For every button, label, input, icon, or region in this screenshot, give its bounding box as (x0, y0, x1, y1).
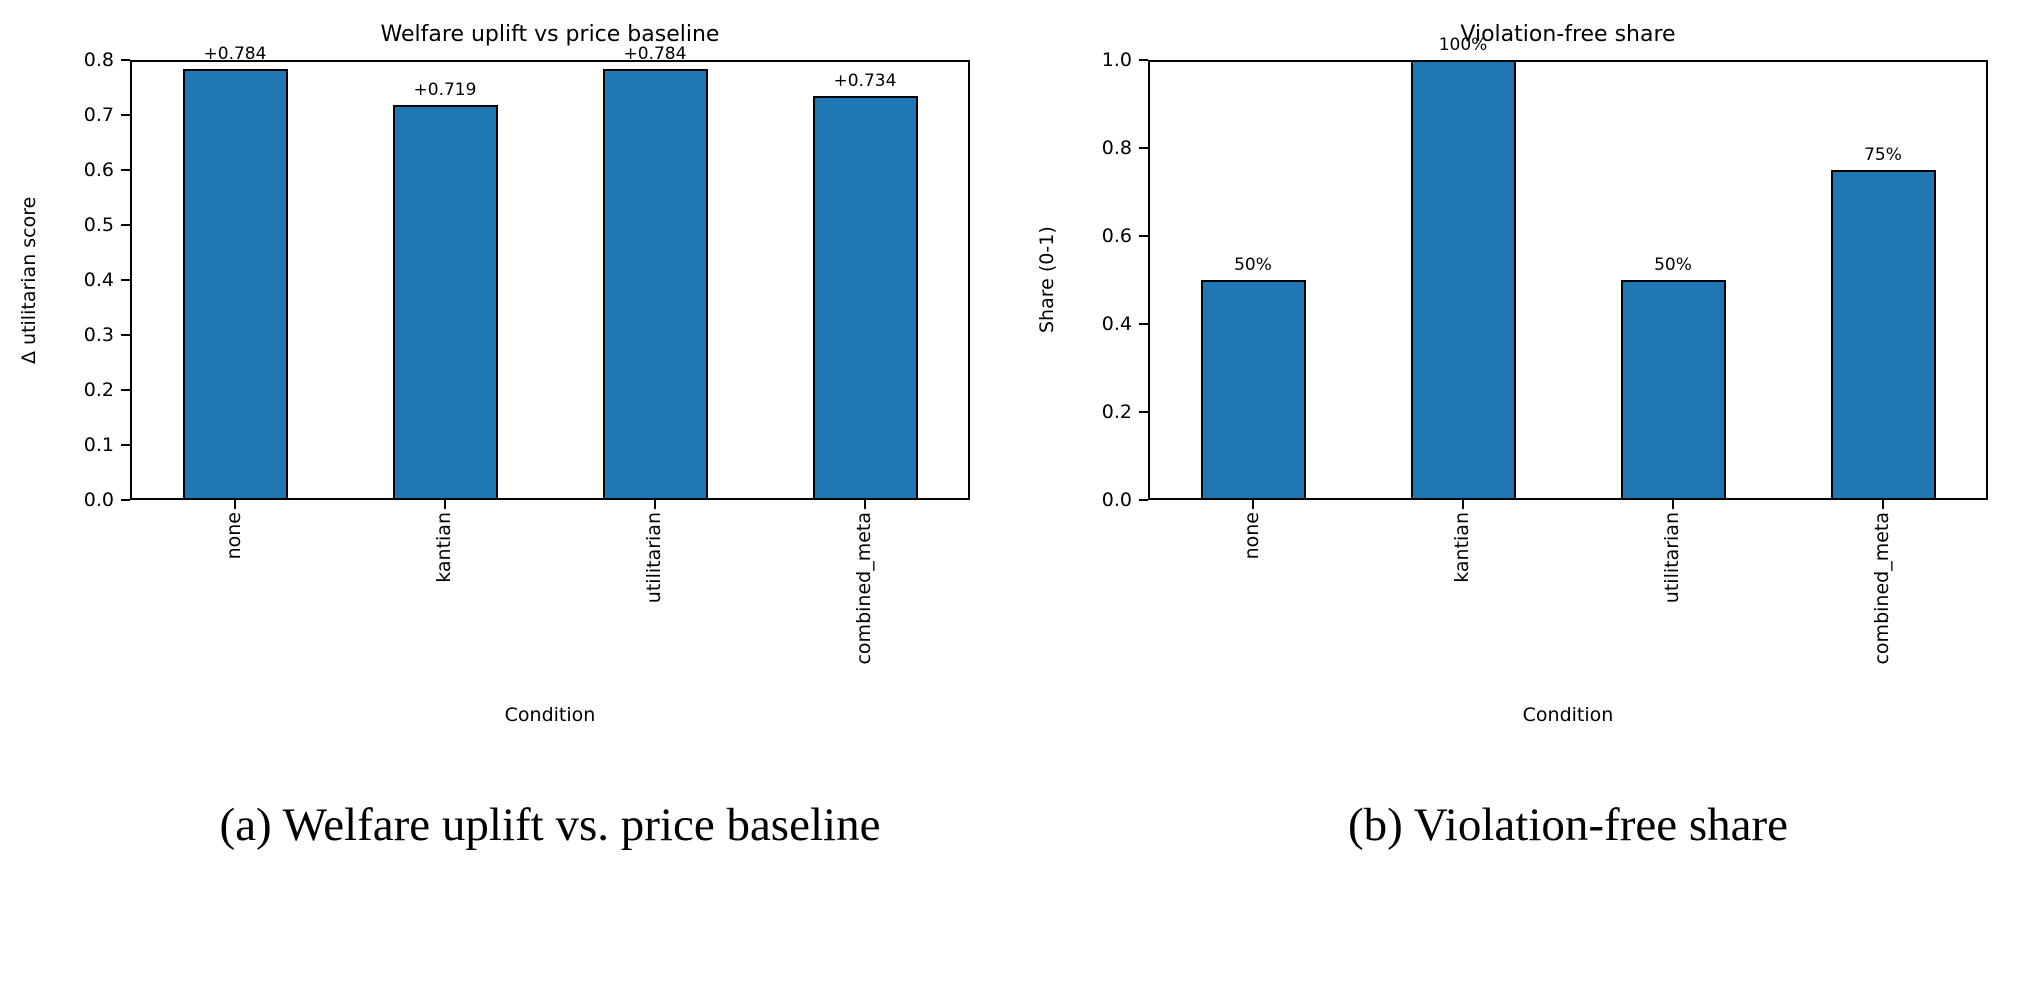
bar-kantian (1410, 60, 1516, 500)
bar-none (182, 68, 288, 500)
bar-kantian (392, 104, 498, 500)
bar-value-label: 50% (1654, 255, 1692, 275)
chart-title: Violation-free share (1460, 22, 1676, 47)
bar-value-label: 100% (1438, 35, 1488, 55)
y-tick-mark (121, 169, 130, 171)
y-tick-label: 0.8 (1101, 137, 1132, 159)
y-axis-label: Δ utilitarian score (18, 196, 40, 364)
y-tick-label: 0.3 (83, 324, 114, 346)
y-tick-mark (1139, 235, 1148, 237)
bar-utilitarian (1620, 280, 1726, 500)
y-tick-label: 0.1 (83, 434, 114, 456)
bar-none (1200, 280, 1306, 500)
y-tick-mark (121, 224, 130, 226)
x-tick-mark (1672, 500, 1674, 509)
x-tick-mark (1462, 500, 1464, 509)
bar-utilitarian (602, 68, 708, 500)
y-tick-label: 1.0 (1101, 49, 1132, 71)
y-tick-label: 0.6 (83, 159, 114, 181)
y-tick-mark (121, 444, 130, 446)
x-tick-label: none (1241, 512, 1263, 560)
x-tick-mark (234, 500, 236, 509)
x-axis-label: Condition (1522, 704, 1614, 726)
y-tick-label: 0.6 (1101, 225, 1132, 247)
chart-welfare-uplift: Welfare uplift vs price baseline Δ utili… (18, 22, 970, 851)
subfigure-caption-a: (a) Welfare uplift vs. price baseline (219, 799, 881, 851)
x-tick-mark (444, 500, 446, 509)
x-tick-label: combined_meta (1871, 512, 1893, 665)
y-tick-label: 0.2 (83, 379, 114, 401)
y-tick-mark (1139, 411, 1148, 413)
chart-title: Welfare uplift vs price baseline (380, 22, 720, 47)
y-tick-mark (1139, 499, 1148, 501)
bar-value-label: +0.784 (203, 43, 267, 64)
subfigure-caption-b: (b) Violation-free share (1347, 799, 1788, 851)
x-tick-label: utilitarian (643, 512, 665, 604)
x-tick-mark (864, 500, 866, 509)
y-tick-mark (1139, 59, 1148, 61)
bar-value-label: +0.784 (623, 43, 687, 64)
y-tick-label: 0.2 (1101, 401, 1132, 423)
y-tick-label: 0.4 (83, 269, 114, 291)
y-tick-label: 0.8 (83, 49, 114, 71)
y-tick-mark (121, 114, 130, 116)
y-tick-mark (121, 59, 130, 61)
x-tick-mark (1252, 500, 1254, 509)
bar-value-label: +0.734 (833, 71, 897, 92)
y-axis-label: Share (0-1) (1036, 226, 1058, 334)
x-axis-label: Condition (504, 704, 596, 726)
y-tick-label: 0.7 (83, 104, 114, 126)
bar-value-label: 75% (1864, 145, 1902, 165)
x-tick-label: kantian (1451, 512, 1473, 583)
y-tick-label: 0.0 (83, 489, 114, 511)
x-tick-label: combined_meta (853, 512, 875, 665)
bar-combined_meta (812, 96, 918, 500)
y-tick-mark (121, 499, 130, 501)
bar-value-label: 50% (1234, 255, 1272, 275)
chart-violation-free-share: Violation-free share Share (0-1) Conditi… (1018, 0, 2036, 1000)
y-tick-mark (121, 334, 130, 336)
x-tick-label: none (223, 512, 245, 560)
y-tick-mark (121, 279, 130, 281)
y-tick-label: 0.5 (83, 214, 114, 236)
bar-value-label: +0.719 (413, 79, 477, 100)
x-tick-mark (654, 500, 656, 509)
x-tick-label: kantian (433, 512, 455, 583)
y-tick-mark (1139, 323, 1148, 325)
x-tick-mark (1882, 500, 1884, 509)
x-tick-label: utilitarian (1661, 512, 1683, 604)
y-tick-label: 0.4 (1101, 313, 1132, 335)
y-tick-mark (121, 389, 130, 391)
y-tick-mark (1139, 147, 1148, 149)
bar-combined_meta (1830, 170, 1936, 500)
y-tick-label: 0.0 (1101, 489, 1132, 511)
